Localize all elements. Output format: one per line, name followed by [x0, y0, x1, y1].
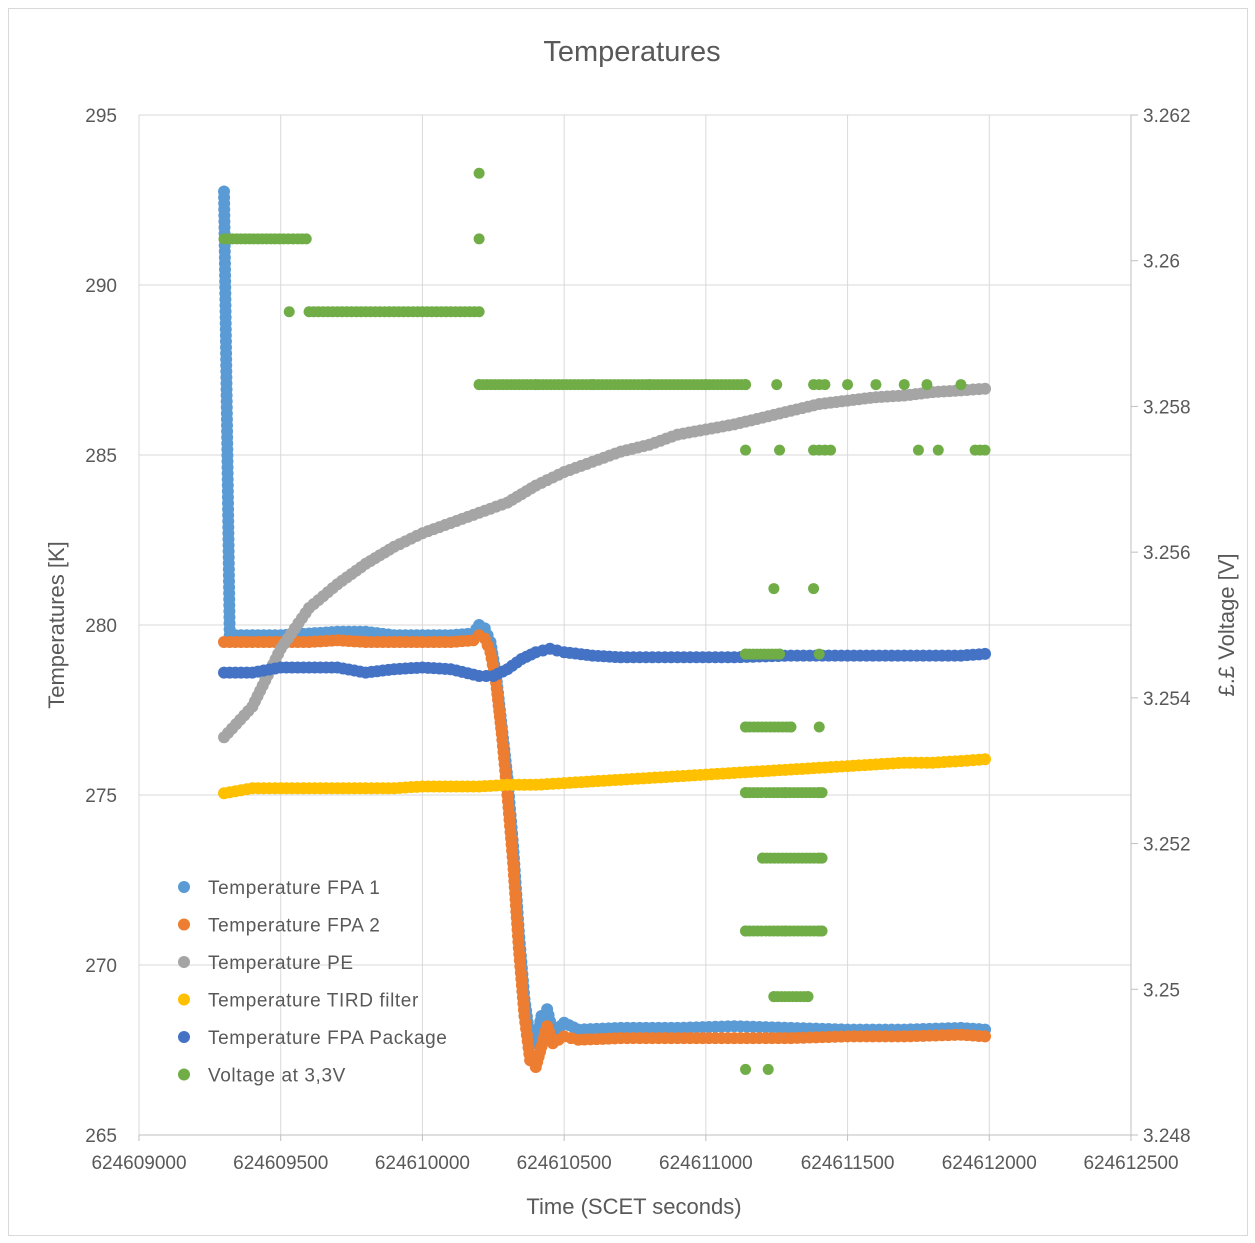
x-tick-label: 624610500: [517, 1153, 612, 1174]
voltage-point: [808, 583, 820, 595]
voltage-point: [813, 721, 825, 733]
y2-tick-label: 3.258: [1143, 397, 1191, 418]
y2-tick-label: 3.254: [1143, 689, 1191, 710]
chart-title: Temperatures: [543, 36, 720, 68]
voltage-point: [740, 379, 752, 391]
legend-label: Temperature FPA 2: [208, 916, 380, 937]
y2-tick-label: 3.252: [1143, 835, 1191, 856]
voltage-point: [771, 379, 783, 391]
voltage-point: [473, 167, 485, 179]
x-tick-label: 624609000: [91, 1153, 186, 1174]
legend-marker: [178, 1031, 190, 1043]
voltage-point: [740, 444, 752, 456]
data-point: [979, 382, 992, 395]
voltage-point: [813, 648, 825, 660]
voltage-point: [921, 379, 933, 391]
gridlines: [138, 114, 1132, 1136]
voltage-point: [898, 379, 910, 391]
y2-tick-label: 3.262: [1143, 106, 1191, 127]
x-tick-label: 624611000: [659, 1153, 753, 1174]
series-0: [218, 185, 992, 1050]
data-series: [218, 167, 992, 1075]
legend-marker: [178, 881, 190, 893]
y2-tick-label: 3.248: [1143, 1126, 1191, 1147]
y-tick-label: 265: [85, 1126, 117, 1147]
data-point: [979, 753, 992, 766]
legend-marker: [178, 1068, 190, 1081]
legend-marker: [178, 956, 190, 968]
axes: 265 270 275 280 285 290 295 624609000 624609500 6…: [85, 106, 1191, 1174]
voltage-point: [283, 306, 295, 318]
voltage-point: [768, 583, 780, 595]
y2-tick-label: 3.26: [1143, 252, 1180, 273]
voltage-point: [816, 925, 828, 937]
voltage-point: [955, 379, 967, 391]
voltage-point: [842, 379, 854, 391]
legend: Temperature FPA 1 Temperature FPA 2 Temper…: [178, 878, 447, 1087]
x-tick-label: 624612500: [1083, 1153, 1178, 1174]
voltage-point: [819, 379, 831, 391]
y2-axis-title: £.£ Voltage [V]: [1214, 553, 1239, 696]
legend-label: Temperature FPA Package: [208, 1028, 447, 1049]
series-2: [218, 382, 992, 744]
voltage-point: [932, 444, 944, 456]
voltage-point: [740, 1063, 752, 1075]
x-tick-label: 624611500: [801, 1153, 895, 1174]
y-tick-label: 290: [85, 276, 117, 297]
series-5: [218, 167, 991, 1075]
y-tick-label: 295: [85, 106, 117, 127]
data-point: [979, 1030, 992, 1043]
y-tick-label: 275: [85, 786, 117, 807]
voltage-point: [300, 233, 312, 245]
voltage-point: [870, 379, 882, 391]
y-tick-label: 280: [85, 616, 117, 637]
legend-label: Voltage at 3,3V: [208, 1066, 346, 1087]
y2-tick-label: 3.256: [1143, 543, 1191, 564]
voltage-point: [825, 444, 837, 456]
series-4: [218, 642, 992, 682]
y-tick-label: 270: [85, 956, 117, 977]
data-point: [979, 647, 992, 660]
legend-label: Temperature FPA 1: [208, 878, 380, 899]
voltage-point: [762, 1063, 774, 1075]
voltage-point: [912, 444, 924, 456]
x-tick-label: 624609500: [233, 1153, 328, 1174]
legend-marker: [178, 993, 190, 1006]
voltage-point: [473, 233, 485, 245]
voltage-point: [816, 852, 828, 864]
voltage-point: [774, 444, 786, 456]
legend-label: Temperature TIRD filter: [208, 991, 419, 1012]
voltage-point: [802, 991, 814, 1003]
voltage-point: [473, 306, 485, 318]
voltage-point: [785, 721, 797, 733]
y-tick-label: 285: [85, 446, 117, 467]
y2-tick-label: 3.25: [1143, 980, 1180, 1001]
y-axis-title: Temperatures [K]: [44, 541, 69, 709]
voltage-point: [979, 444, 991, 456]
x-tick-label: 624612000: [942, 1153, 1037, 1174]
legend-marker: [178, 918, 190, 931]
voltage-point: [816, 787, 828, 799]
series-3: [218, 753, 992, 800]
legend-label: Temperature PE: [208, 953, 354, 974]
x-tick-label: 624610000: [375, 1153, 470, 1174]
x-axis-title: Time (SCET seconds): [526, 1194, 741, 1219]
voltage-point: [774, 648, 786, 660]
